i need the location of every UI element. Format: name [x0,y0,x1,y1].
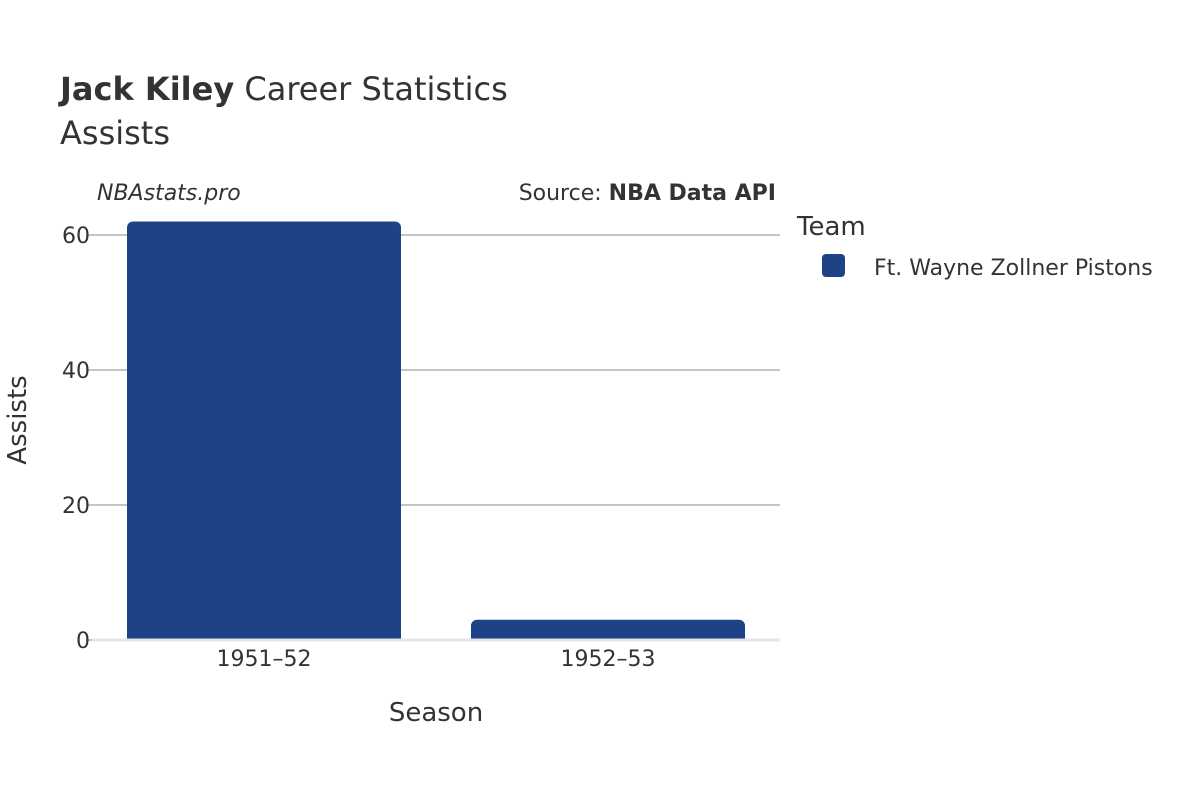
source-prefix: Source: [519,181,609,206]
y-axis-ticks: 0 20 40 60 [62,224,92,654]
legend-title: Team [796,212,866,242]
source-name: NBA Data API [609,181,776,206]
chart-title: Jack Kiley Career Statistics [58,70,508,108]
bar-1951-52[interactable] [127,221,401,641]
x-axis-ticks: 1951–52 1952–53 [217,647,656,672]
bar-base-fill [471,633,745,640]
y-tick-label: 0 [76,629,90,654]
legend-label: Ft. Wayne Zollner Pistons [874,256,1153,281]
y-tick-label: 60 [62,224,90,249]
x-tick-label: 1952–53 [561,647,656,672]
source-credit: Source: NBA Data API [519,181,776,206]
chart-subtitle: Assists [60,114,170,152]
y-tick-label: 20 [62,494,90,519]
legend-swatch [822,254,845,277]
y-axis-title: Assists [3,375,33,464]
legend-items: Ft. Wayne Zollner Pistons [822,254,1153,281]
y-tick-label: 40 [62,359,90,384]
chart-title-player: Jack Kiley [58,70,234,108]
x-tick-label: 1951–52 [217,647,312,672]
legend: Team Ft. Wayne Zollner Pistons [796,212,1153,281]
site-credit: NBAstats.pro [97,181,241,206]
bar-base-fill [127,633,401,640]
chart-title-rest: Career Statistics [234,70,508,108]
bars [127,221,745,641]
x-axis-title: Season [389,698,483,728]
